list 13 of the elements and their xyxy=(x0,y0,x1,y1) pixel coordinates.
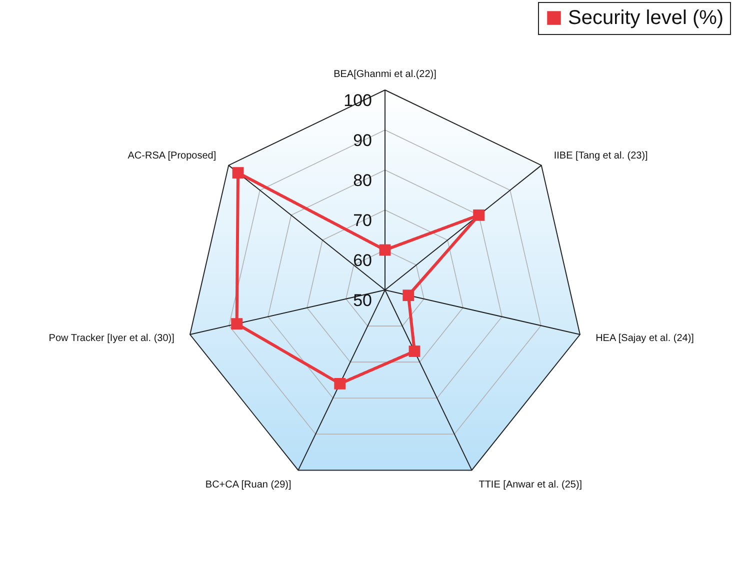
spoke-label: TTIE [Anwar et al. (25)] xyxy=(478,480,582,491)
spoke-label: BC+CA [Ruan (29)] xyxy=(205,480,292,491)
spoke-label: IIBE [Tang et al. (23)] xyxy=(554,150,648,162)
spoke-label: Pow Tracker [Iyer et al. (30)] xyxy=(48,333,175,344)
y-tick-label: 70 xyxy=(353,211,372,230)
y-tick-label: 90 xyxy=(353,131,372,150)
spoke-label: BEA[Ghanmi et al.(22)] xyxy=(334,69,437,80)
spoke-label: HEA [Sajay et al. (24)] xyxy=(596,333,694,344)
y-tick-label: 60 xyxy=(353,251,372,270)
y-tick-label: 50 xyxy=(353,291,372,310)
legend-label: Security level (%) xyxy=(568,7,724,29)
y-tick-label: 80 xyxy=(353,171,372,190)
spoke-label: AC-RSA [Proposed] xyxy=(128,150,216,162)
